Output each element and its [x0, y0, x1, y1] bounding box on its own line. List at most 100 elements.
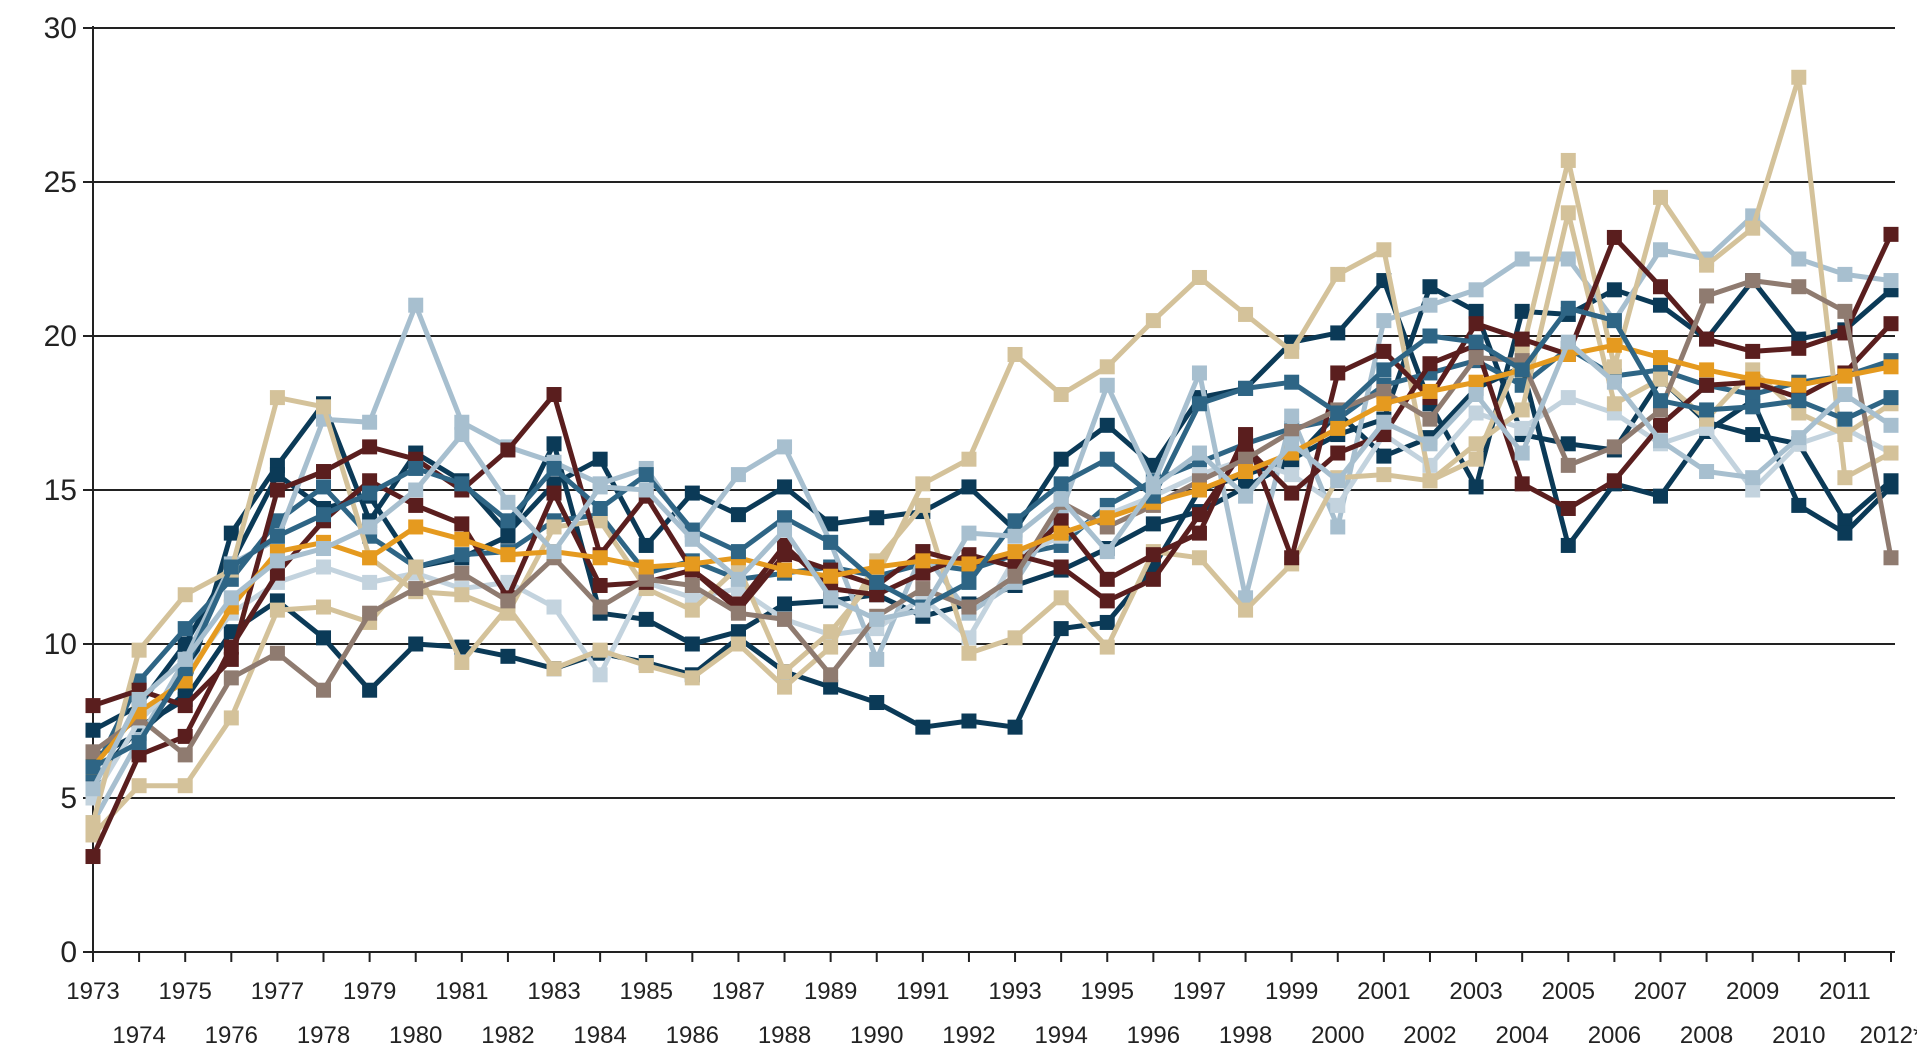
data-point: [592, 513, 608, 529]
data-point: [1238, 439, 1254, 455]
data-point: [1053, 513, 1069, 529]
data-point: [1468, 350, 1484, 366]
data-point: [961, 451, 977, 467]
data-point: [1883, 445, 1899, 461]
data-point: [408, 497, 424, 513]
data-point: [1284, 374, 1300, 390]
data-point: [730, 636, 746, 652]
data-point: [869, 611, 885, 627]
data-point: [730, 571, 746, 587]
data-point: [1284, 485, 1300, 501]
data-point: [1099, 639, 1115, 655]
x-tick-label: 1998: [1219, 1022, 1272, 1049]
data-point: [454, 427, 470, 443]
data-point: [638, 611, 654, 627]
y-tick-label: 5: [60, 782, 77, 815]
y-tick-label: 0: [60, 936, 77, 969]
data-point: [1883, 273, 1899, 289]
data-point: [1330, 405, 1346, 421]
data-point: [1330, 473, 1346, 489]
data-point: [1699, 464, 1715, 480]
data-point: [777, 611, 793, 627]
data-point: [1468, 387, 1484, 403]
data-point: [823, 534, 839, 550]
data-point: [1837, 303, 1853, 319]
data-point: [1652, 242, 1668, 258]
data-point: [1145, 516, 1161, 532]
data-point: [1007, 346, 1023, 362]
data-point: [1560, 390, 1576, 406]
series-line: [90, 74, 1893, 824]
data-point: [85, 698, 101, 714]
x-tick-label: 1975: [159, 978, 212, 1005]
series-13: [85, 300, 1899, 775]
data-point: [1191, 269, 1207, 285]
data-point: [1560, 537, 1576, 553]
data-point: [823, 590, 839, 606]
data-point: [1191, 525, 1207, 541]
x-tick-label: 1981: [435, 978, 488, 1005]
data-point: [1745, 220, 1761, 236]
data-point: [1514, 476, 1530, 492]
data-point: [1745, 399, 1761, 415]
x-tick-label: 1995: [1081, 978, 1134, 1005]
data-point: [1053, 590, 1069, 606]
data-point: [1837, 266, 1853, 282]
data-point: [1883, 359, 1899, 375]
x-tick-label: 1979: [343, 978, 396, 1005]
data-point: [1238, 590, 1254, 606]
data-point: [1652, 279, 1668, 295]
data-point: [592, 550, 608, 566]
series-line: [90, 339, 1893, 790]
data-point: [1053, 476, 1069, 492]
data-point: [316, 599, 332, 615]
data-point: [1468, 451, 1484, 467]
data-point: [1699, 402, 1715, 418]
y-tick-label: 15: [44, 474, 77, 507]
data-point: [592, 599, 608, 615]
x-tick-label: 1989: [804, 978, 857, 1005]
data-point: [1468, 405, 1484, 421]
data-point: [1514, 362, 1530, 378]
data-point: [1007, 544, 1023, 560]
data-point: [362, 574, 378, 590]
data-point: [1606, 374, 1622, 390]
data-point: [408, 581, 424, 597]
data-point: [823, 639, 839, 655]
data-point: [1837, 411, 1853, 427]
data-point: [177, 728, 193, 744]
data-point: [1560, 152, 1576, 168]
data-point: [730, 507, 746, 523]
data-point: [1422, 279, 1438, 295]
x-tick-label: 2008: [1680, 1022, 1733, 1049]
data-point: [1883, 390, 1899, 406]
data-point: [362, 519, 378, 535]
data-point: [1376, 467, 1392, 483]
data-point: [1238, 427, 1254, 443]
data-point: [1422, 383, 1438, 399]
data-point: [1099, 614, 1115, 630]
data-point: [684, 531, 700, 547]
x-tick-label: 1982: [481, 1022, 534, 1049]
data-point: [1791, 405, 1807, 421]
data-point: [684, 556, 700, 572]
data-point: [223, 710, 239, 726]
data-point: [1191, 550, 1207, 566]
data-point: [1883, 316, 1899, 332]
data-point: [684, 670, 700, 686]
data-point: [269, 390, 285, 406]
data-point: [408, 636, 424, 652]
data-point: [131, 642, 147, 658]
data-point: [1007, 630, 1023, 646]
data-point: [1791, 279, 1807, 295]
data-point: [269, 467, 285, 483]
x-tick-label: 2003: [1449, 978, 1502, 1005]
series-line: [91, 342, 1892, 769]
data-point: [1284, 408, 1300, 424]
data-point: [1145, 313, 1161, 329]
x-tick-label: 2012*: [1860, 1022, 1917, 1049]
data-point: [1837, 387, 1853, 403]
data-point: [1007, 528, 1023, 544]
x-tick-label: 1987: [712, 978, 765, 1005]
data-point: [1606, 473, 1622, 489]
